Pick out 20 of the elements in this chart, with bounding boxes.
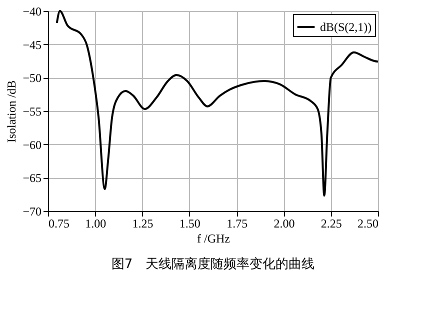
y-tick-label: −65 <box>22 171 42 186</box>
y-tick-label: −70 <box>22 204 42 218</box>
legend-label: dB(S(2,1)) <box>320 20 372 34</box>
y-tick-label: −55 <box>22 104 42 118</box>
y-axis-title: Isolation /dB <box>4 80 19 143</box>
caption: 图7 天线隔离度随频率变化的曲线 <box>111 256 315 272</box>
line-series <box>56 10 379 197</box>
x-tick-label: 1.50 <box>179 216 200 230</box>
x-tick-label: 1.00 <box>85 216 106 230</box>
y-tick-label: −40 <box>22 4 42 18</box>
x-tick-label: 2.50 <box>358 216 378 230</box>
x-tick-label: 1.75 <box>226 216 248 230</box>
y-tick-label: −45 <box>22 38 42 52</box>
y-tick-label: −50 <box>22 71 42 86</box>
y-tick-label: −60 <box>22 138 42 152</box>
x-tick-label: 1.25 <box>132 216 154 230</box>
x-axis-title: f /GHz <box>197 232 230 246</box>
x-tick-label: 0.75 <box>48 216 70 230</box>
x-tick-label: 2.25 <box>320 216 342 230</box>
x-tick-label: 2.00 <box>274 216 295 230</box>
